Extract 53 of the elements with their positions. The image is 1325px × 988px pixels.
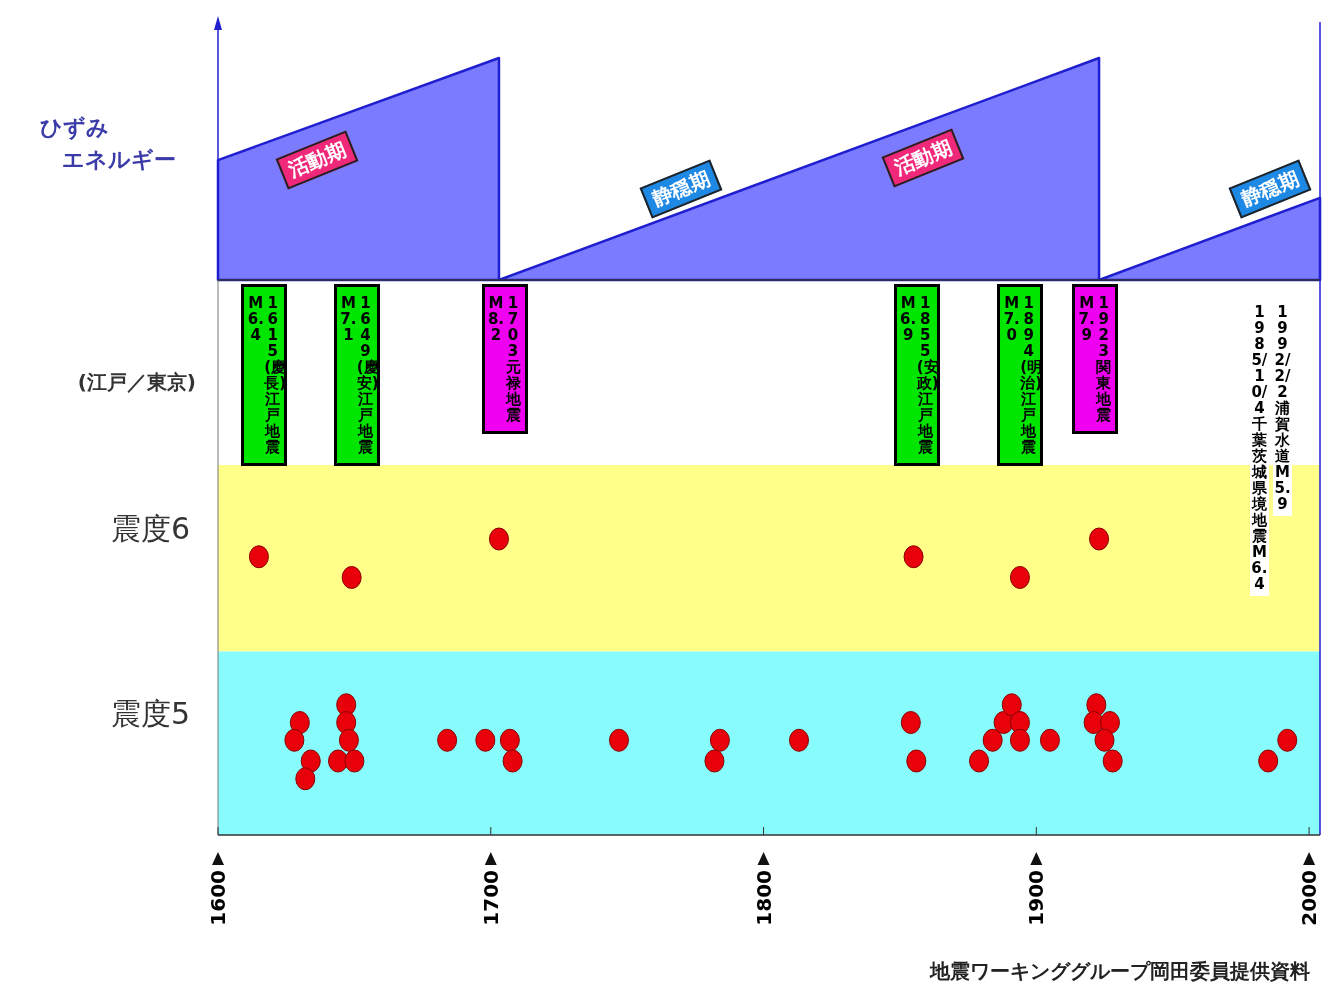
point: [1009, 565, 1030, 589]
text: 1703 元禄地震 M8.2: [487, 294, 521, 424]
band-label: 震度6: [110, 510, 190, 546]
point: [248, 545, 269, 569]
text: 1923 関東地震 M7.9: [1078, 294, 1112, 424]
point: [341, 565, 362, 589]
point: [284, 728, 305, 752]
annotation: 静穏期: [639, 159, 723, 219]
point: [300, 749, 321, 773]
point: [338, 728, 359, 752]
annotation: 活動期: [881, 128, 965, 188]
x-tick-label: 1700: [478, 870, 503, 926]
annotation: 静穏期: [1228, 159, 1312, 219]
point: [1001, 693, 1022, 717]
point: [982, 728, 1003, 752]
point: [289, 711, 310, 735]
point: [969, 749, 990, 773]
point: [502, 749, 523, 773]
point: [1039, 728, 1060, 752]
text: 1992/2/2 浦賀水道 M5.9: [1274, 303, 1291, 513]
point: [900, 711, 921, 735]
x-tick-label: 1900: [1024, 870, 1049, 926]
point: [709, 728, 730, 752]
point: [608, 728, 629, 752]
point: [789, 728, 810, 752]
point: [704, 749, 725, 773]
x-tick-label: 1800: [751, 870, 776, 926]
x-tick-label: 2000: [1297, 870, 1322, 926]
point: [437, 728, 458, 752]
point: [1009, 728, 1030, 752]
x-tick-label: 1600: [206, 870, 230, 926]
text: 地震ワーキンググループ岡田委員提供資料: [929, 959, 1310, 983]
annotation: 活動期: [275, 130, 359, 190]
y-axis-title: ひずみエネルギー: [40, 114, 177, 174]
point: [903, 545, 924, 569]
point: [1099, 711, 1120, 735]
point: [295, 767, 316, 791]
point: [488, 527, 509, 551]
point: [344, 749, 365, 773]
point: [1083, 711, 1104, 735]
point: [1094, 728, 1115, 752]
point: [499, 728, 520, 752]
point: [1089, 527, 1110, 551]
text: 1649(慶安)江戸地震 M7.1: [340, 294, 379, 456]
point: [1277, 728, 1298, 752]
point: [1102, 749, 1123, 773]
point: [328, 749, 349, 773]
y-axis-title: (江戸／東京): [77, 369, 196, 394]
point: [906, 749, 927, 773]
text: 1985/10/4 千葉茨城県境地震 M6.4: [1251, 303, 1268, 593]
point: [475, 728, 496, 752]
point: [1258, 749, 1279, 773]
band-label: 震度5: [110, 696, 190, 732]
